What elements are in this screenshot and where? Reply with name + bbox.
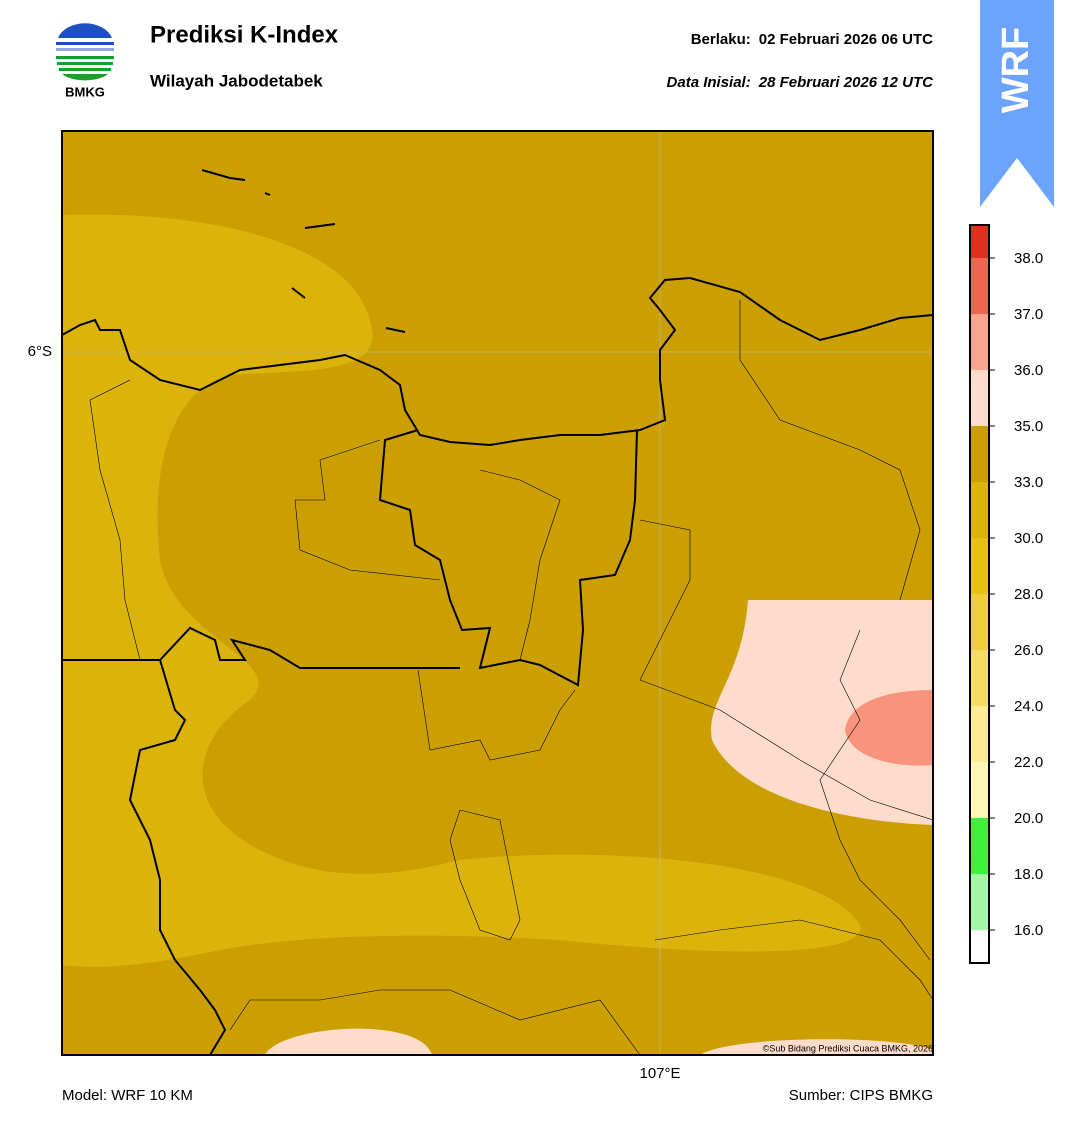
- valid-label: Berlaku:: [691, 31, 751, 48]
- colorbar-segment: [970, 650, 989, 706]
- colorbar-tick-label: 22.0: [1014, 754, 1043, 771]
- credit: ©Sub Bidang Prediksi Cuaca BMKG, 2026: [763, 1043, 933, 1053]
- title: Prediksi K-Index: [150, 21, 339, 48]
- colorbar-tick-label: 28.0: [1014, 586, 1043, 603]
- badge: [980, 0, 1054, 207]
- colorbar-segment: [970, 762, 989, 818]
- colorbar-tick-label: 26.0: [1014, 642, 1043, 659]
- colorbar-segment: [970, 482, 989, 538]
- valid-time: Berlaku: 02 Februari 2026 06 UTC: [691, 31, 933, 48]
- init-value: 28 Februari 2026 12 UTC: [758, 74, 934, 91]
- badge-text: WRF: [995, 27, 1037, 114]
- colorbar-segment: [970, 258, 989, 314]
- colorbar-segment: [970, 426, 989, 482]
- colorbar-segment: [970, 594, 989, 650]
- subtitle: Wilayah Jabodetabek: [150, 71, 323, 90]
- lon-label: 107°E: [639, 1065, 680, 1082]
- colorbar-tick-label: 24.0: [1014, 698, 1043, 715]
- colorbar-tick-label: 38.0: [1014, 250, 1043, 267]
- colorbar-segment: [970, 930, 989, 963]
- logo: BMKG: [56, 23, 114, 99]
- colorbar-segment: [970, 818, 989, 874]
- colorbar-segment: [970, 314, 989, 370]
- colorbar-segment: [970, 370, 989, 426]
- colorbar-segment: [970, 874, 989, 930]
- colorbar-tick-label: 33.0: [1014, 474, 1043, 491]
- colorbar-tick-label: 16.0: [1014, 922, 1043, 939]
- footer-source: Sumber: CIPS BMKG: [789, 1087, 933, 1104]
- colorbar-tick-label: 35.0: [1014, 418, 1043, 435]
- init-time: Data Inisial: 28 Februari 2026 12 UTC: [667, 74, 935, 91]
- valid-value: 02 Februari 2026 06 UTC: [759, 31, 933, 48]
- colorbar-tick-label: 37.0: [1014, 306, 1043, 323]
- colorbar-tick-label: 18.0: [1014, 866, 1043, 883]
- colorbar-tick-label: 36.0: [1014, 362, 1043, 379]
- map-frame: [61, 130, 934, 1056]
- lat-label: 6°S: [28, 343, 52, 360]
- colorbar-segment: [970, 538, 989, 594]
- map: ©Sub Bidang Prediksi Cuaca BMKG, 2026: [62, 131, 933, 1055]
- colorbar-tick-label: 20.0: [1014, 810, 1043, 827]
- init-label: Data Inisial:: [667, 74, 751, 91]
- colorbar: 16.0 18.0 20.0 22.0 24.0 26.0 28.0 30.0 33.0 35.0…: [969, 224, 1043, 964]
- footer-model: Model: WRF 10 KM: [62, 1087, 193, 1104]
- colorbar-segment: [970, 706, 989, 762]
- colorbar-tick-label: 30.0: [1014, 530, 1043, 547]
- colorbar-segment: [970, 225, 989, 258]
- logo-text: BMKG: [65, 84, 105, 99]
